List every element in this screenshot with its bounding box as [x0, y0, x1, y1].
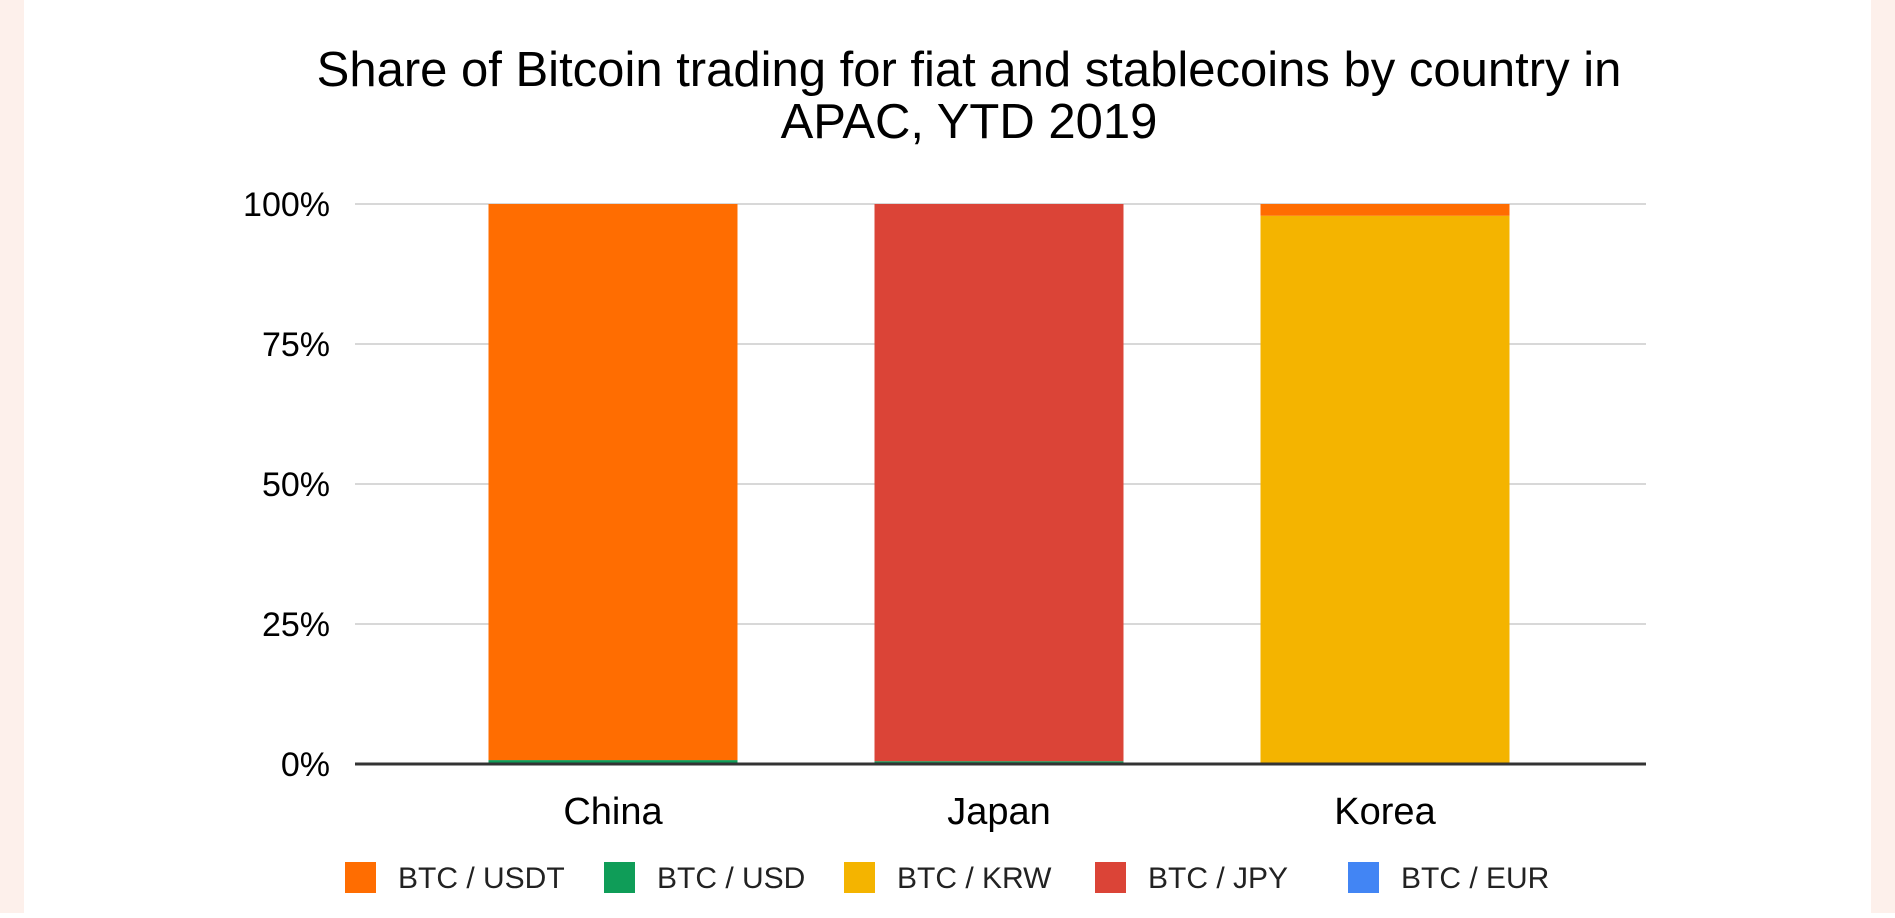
legend-swatch [844, 862, 875, 893]
legend-item: BTC / USDT [345, 862, 565, 895]
bar-segment [1260, 204, 1510, 216]
legend-item: BTC / EUR [1348, 862, 1549, 895]
legend-item: BTC / KRW [844, 862, 1052, 895]
left-border [0, 0, 24, 913]
bar-stack-korea [1260, 204, 1510, 764]
legend-label: BTC / JPY [1148, 862, 1288, 895]
legend-label: BTC / USD [657, 862, 805, 895]
legend: BTC / USDT BTC / USD BTC / KRW BTC / JPY BTC… [345, 862, 1549, 895]
legend-swatch [1348, 862, 1379, 893]
bar-chart: Share of Bitcoin trading for fiat and st… [243, 43, 1646, 895]
x-category-label: Japan [947, 791, 1051, 833]
y-tick-label: 0% [281, 746, 330, 784]
y-axis-tick-labels: 0% 25% 50% 75% 100% [243, 186, 330, 784]
x-axis-category-labels: China Japan Korea [563, 791, 1436, 833]
right-border [1871, 0, 1895, 913]
bar-stacks [488, 204, 1510, 764]
bar-segment [1260, 215, 1510, 764]
legend-label: BTC / EUR [1401, 862, 1549, 895]
bar-stack-japan [874, 204, 1124, 764]
chart-title-line1: Share of Bitcoin trading for fiat and st… [317, 43, 1622, 97]
legend-label: BTC / KRW [897, 862, 1052, 895]
x-category-label: Korea [1334, 791, 1436, 833]
bar-stack-china [488, 204, 738, 764]
bar-segment [874, 204, 1124, 762]
bar-segment [488, 204, 738, 761]
chart-card: Share of Bitcoin trading for fiat and st… [24, 0, 1871, 913]
legend-item: BTC / JPY [1095, 862, 1288, 895]
legend-swatch [604, 862, 635, 893]
legend-item: BTC / USD [604, 862, 805, 895]
x-category-label: China [563, 791, 663, 833]
y-tick-label: 100% [243, 186, 330, 224]
bar-segment [488, 760, 738, 764]
legend-swatch [345, 862, 376, 893]
y-tick-label: 75% [262, 326, 330, 364]
legend-label: BTC / USDT [398, 862, 565, 895]
y-tick-label: 25% [262, 606, 330, 644]
legend-swatch [1095, 862, 1126, 893]
y-tick-label: 50% [262, 466, 330, 504]
chart-title-line2: APAC, YTD 2019 [781, 95, 1158, 149]
